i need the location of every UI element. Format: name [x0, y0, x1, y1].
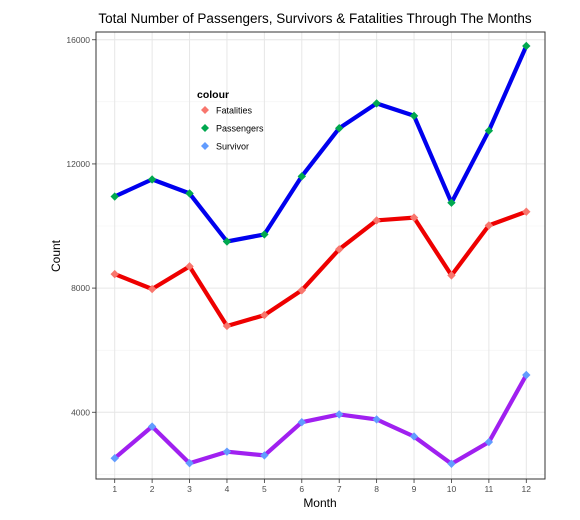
data-point-survivor — [447, 459, 456, 468]
grid — [96, 32, 545, 479]
data-point-fatalities — [110, 269, 119, 279]
data-point-passengers — [484, 126, 494, 135]
x-tick-label: 6 — [299, 484, 304, 494]
y-tick-label: 12000 — [66, 159, 90, 169]
panel-border — [95, 31, 546, 480]
data-point-fatalities — [447, 271, 456, 280]
chart-title: Total Number of Passengers, Survivors & … — [98, 11, 531, 26]
y-tick-label: 4000 — [71, 407, 90, 417]
data-point-fatalities — [222, 321, 232, 331]
legend-key — [201, 106, 209, 114]
data-point-fatalities — [372, 216, 381, 225]
legend-key — [201, 124, 209, 132]
data-point-survivor — [484, 437, 494, 447]
data-point-fatalities — [260, 310, 269, 320]
series-line-passengers — [112, 43, 529, 244]
x-tick-label: 12 — [522, 484, 532, 494]
data-point-fatalities — [484, 221, 494, 230]
data-point-fatalities — [335, 245, 344, 254]
data-point-fatalities — [409, 213, 419, 222]
data-point-survivor — [185, 458, 194, 468]
x-tick-label: 5 — [262, 484, 267, 494]
legend-label: Fatalities — [216, 106, 253, 116]
legend-title: colour — [197, 89, 229, 101]
data-point-survivor — [409, 432, 419, 441]
data-point-survivor — [297, 417, 306, 427]
data-point-passengers — [222, 237, 232, 246]
x-tick-label: 7 — [337, 484, 342, 494]
data-point-passengers — [110, 192, 119, 201]
data-point-survivor — [110, 454, 119, 463]
data-point-fatalities — [147, 284, 157, 294]
legend-label: Survivor — [216, 142, 249, 152]
data-point-fatalities — [185, 262, 194, 271]
x-tick-label: 8 — [374, 484, 379, 494]
data-point-survivor — [335, 410, 344, 419]
y-tick-label: 8000 — [71, 283, 90, 293]
data-point-survivor — [222, 447, 232, 456]
data-point-fatalities — [297, 286, 306, 295]
series-line-fatalities — [112, 209, 529, 329]
x-tick-label: 10 — [447, 484, 457, 494]
x-axis-label: Month — [303, 496, 336, 510]
data-point-passengers — [297, 172, 306, 181]
data-point-survivor — [372, 415, 381, 424]
data-point-passengers — [447, 198, 456, 207]
data-point-passengers — [522, 41, 531, 51]
data-point-passengers — [185, 189, 194, 198]
series-line-survivor — [112, 372, 529, 466]
series-lines — [112, 43, 529, 466]
data-point-passengers — [409, 111, 419, 121]
data-point-survivor — [147, 422, 157, 431]
data-point-passengers — [372, 99, 381, 108]
data-point-passengers — [147, 175, 157, 184]
x-tick-label: 4 — [225, 484, 230, 494]
legend-key — [201, 142, 209, 150]
data-point-fatalities — [522, 207, 531, 216]
y-tick-label: 16000 — [66, 35, 90, 45]
x-tick-label: 11 — [484, 484, 493, 494]
x-tick-label: 2 — [150, 484, 155, 494]
data-point-passengers — [335, 124, 344, 133]
data-point-survivor — [260, 451, 269, 460]
x-tick-label: 3 — [187, 484, 192, 494]
x-tick-label: 1 — [112, 484, 117, 494]
data-point-survivor — [522, 370, 531, 380]
data-point-passengers — [260, 230, 269, 239]
y-axis-label: Count — [49, 239, 63, 272]
legend: colour Fatalities Passengers Survivor — [197, 89, 264, 152]
series-markers — [110, 41, 531, 468]
x-tick-label: 9 — [412, 484, 417, 494]
legend-label: Passengers — [216, 124, 264, 134]
